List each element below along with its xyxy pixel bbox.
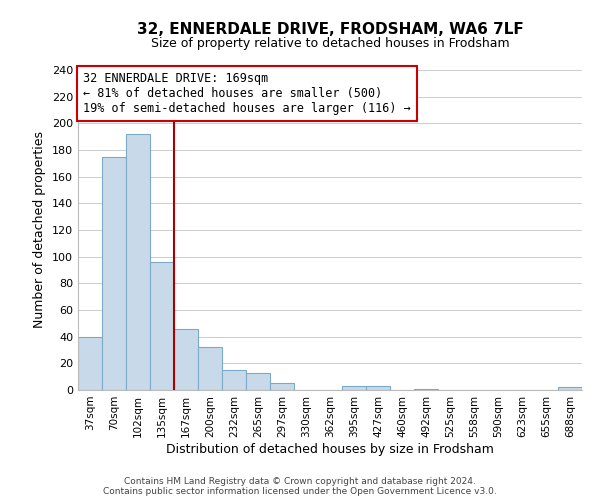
Bar xyxy=(414,388,438,390)
Bar xyxy=(558,388,582,390)
Bar xyxy=(102,156,126,390)
Bar xyxy=(246,372,270,390)
Bar xyxy=(366,386,390,390)
Bar xyxy=(174,328,198,390)
Bar xyxy=(222,370,246,390)
Text: 32 ENNERDALE DRIVE: 169sqm
← 81% of detached houses are smaller (500)
19% of sem: 32 ENNERDALE DRIVE: 169sqm ← 81% of deta… xyxy=(83,72,411,114)
Bar xyxy=(270,384,294,390)
Bar xyxy=(126,134,150,390)
Bar xyxy=(78,336,102,390)
X-axis label: Distribution of detached houses by size in Frodsham: Distribution of detached houses by size … xyxy=(166,442,494,456)
Bar xyxy=(198,348,222,390)
Bar xyxy=(342,386,366,390)
Y-axis label: Number of detached properties: Number of detached properties xyxy=(34,132,46,328)
Text: Contains public sector information licensed under the Open Government Licence v3: Contains public sector information licen… xyxy=(103,488,497,496)
Bar xyxy=(150,262,174,390)
Text: Size of property relative to detached houses in Frodsham: Size of property relative to detached ho… xyxy=(151,38,509,51)
Text: 32, ENNERDALE DRIVE, FRODSHAM, WA6 7LF: 32, ENNERDALE DRIVE, FRODSHAM, WA6 7LF xyxy=(137,22,523,38)
Text: Contains HM Land Registry data © Crown copyright and database right 2024.: Contains HM Land Registry data © Crown c… xyxy=(124,478,476,486)
